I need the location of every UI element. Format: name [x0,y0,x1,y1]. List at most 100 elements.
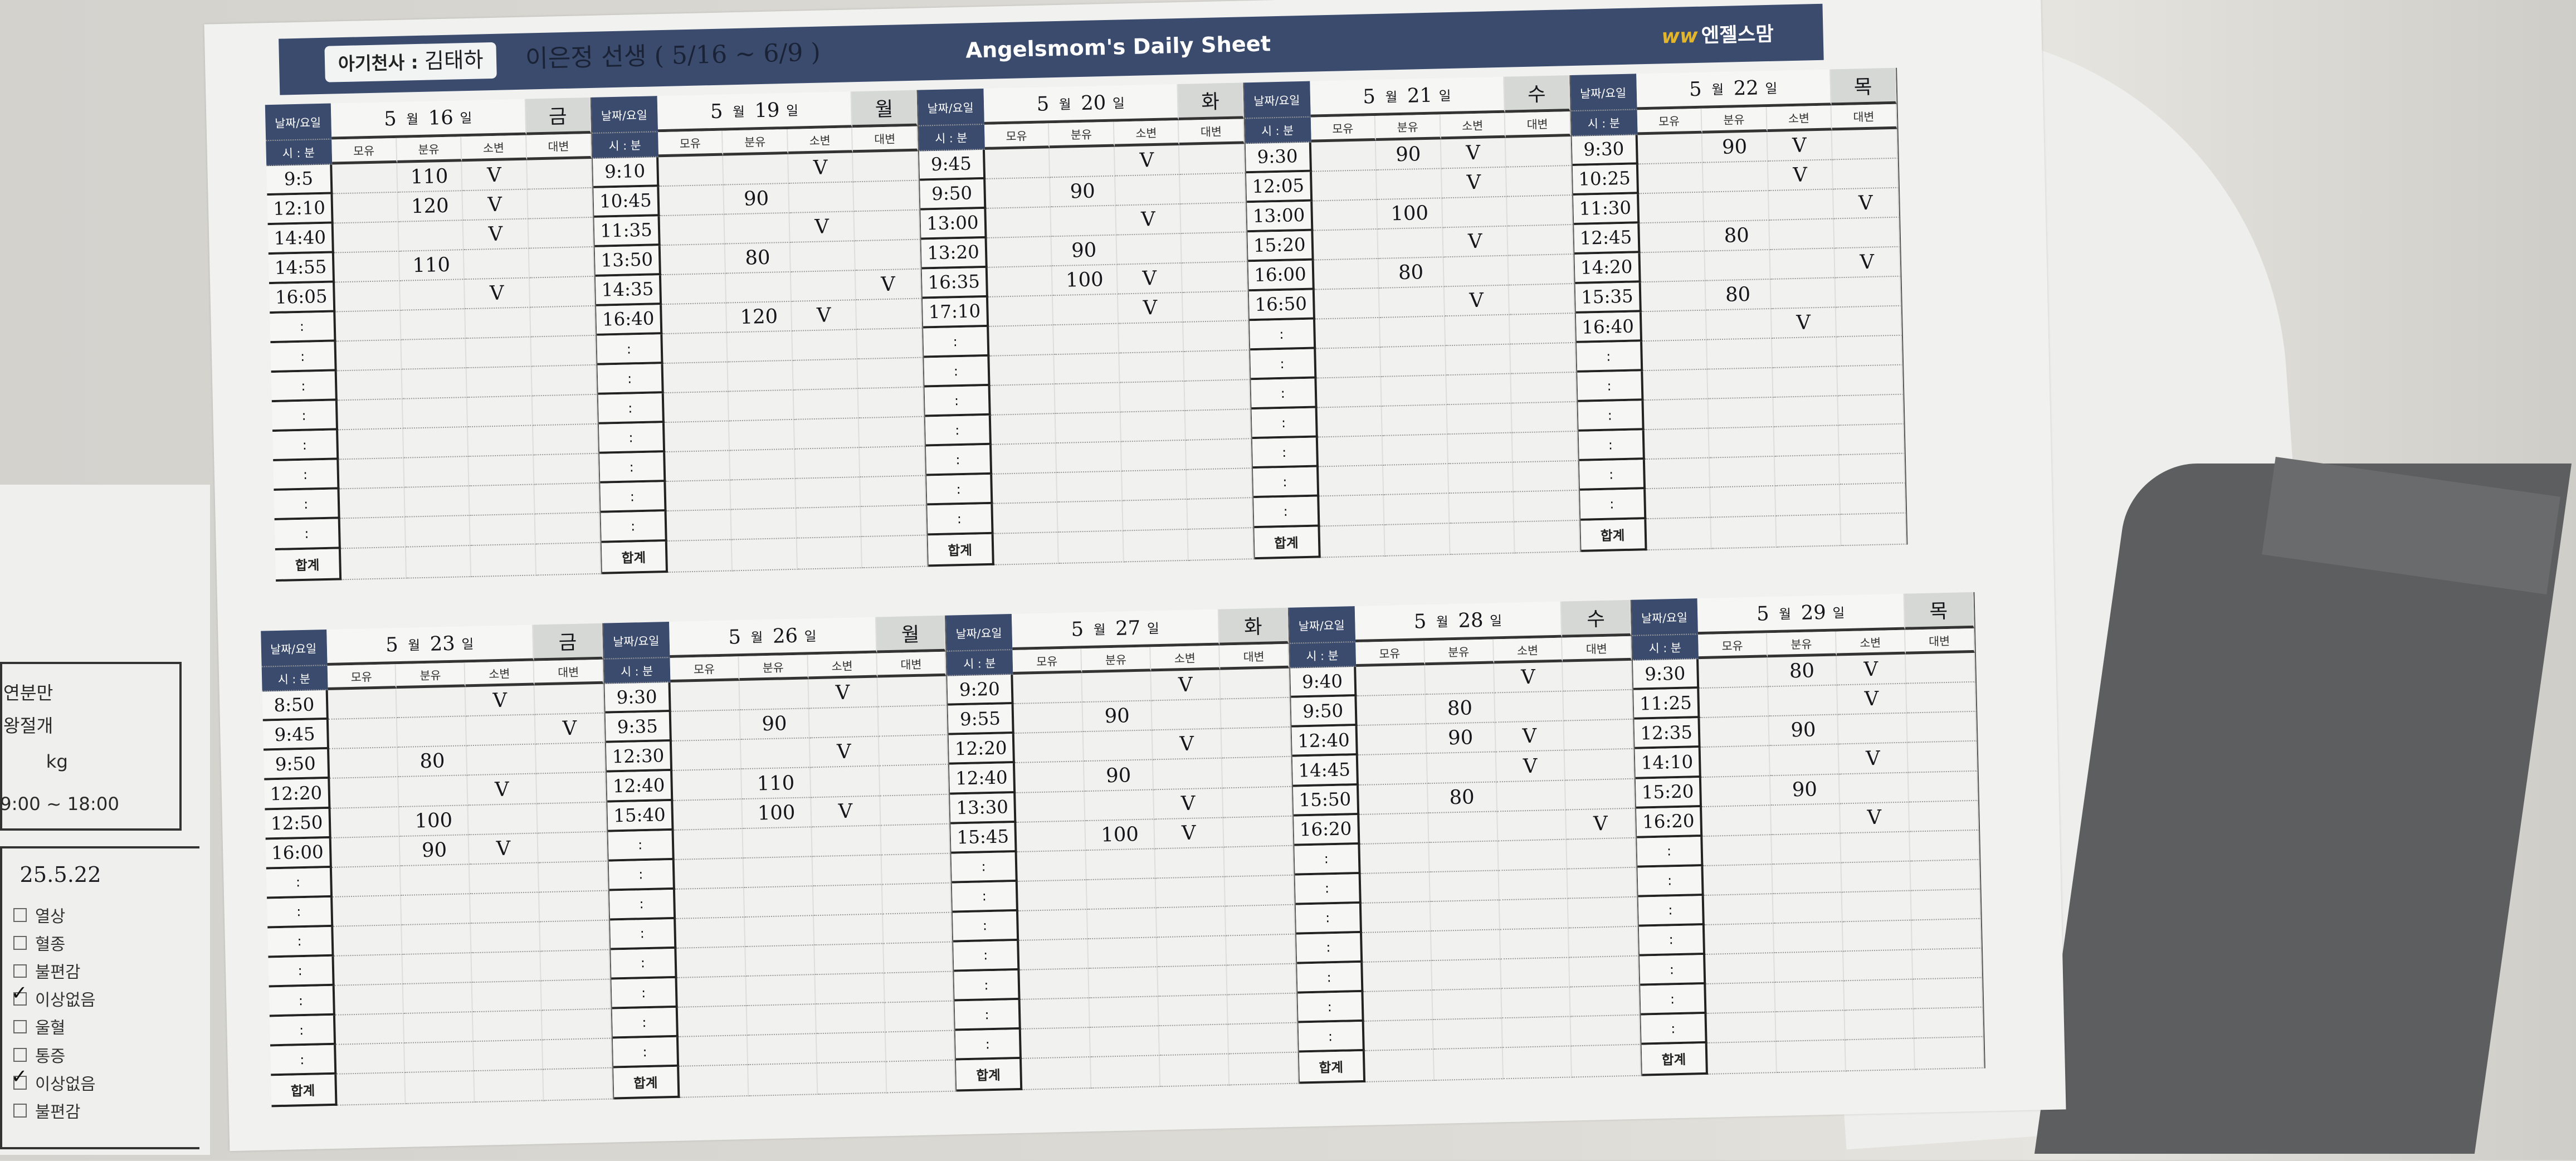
urine-cell [1500,928,1570,960]
formula-cell: 90 [1702,131,1768,163]
urine-cell [471,922,541,954]
hour-min-label: 시 : 분 [947,650,1014,676]
formula-cell [1769,744,1840,776]
breast-milk-cell [1314,258,1380,290]
checked-box-icon[interactable]: ✓ [11,982,27,1006]
stool-cell [1221,697,1291,729]
urine-cell [1447,433,1514,465]
time-cell: : [955,1029,1022,1061]
time-cell: 16:40 [1575,312,1643,343]
urine-cell: V [463,219,529,250]
total-cell [797,536,863,570]
urine-cell [814,944,885,975]
column-header-breast_milk: 모유 [670,656,740,683]
checkbox-icon[interactable] [13,1047,27,1062]
checked-box-icon[interactable]: ✓ [11,1065,27,1090]
stool-cell [536,773,607,804]
time-cell: 9:30 [604,682,671,714]
daily-sheet: 아기천사 : 김태하 이은정 선생 ( 5/16 ~ 6/9 ) Angelsm… [204,0,2066,1152]
urine-cell [470,514,536,546]
day-label: 일 [460,110,472,126]
urine-cell [1123,500,1189,531]
time-cell: : [599,452,666,484]
stool-cell [537,802,607,833]
column-header-breast_milk: 모유 [1637,108,1703,135]
stool-cell [879,735,949,767]
formula-cell [397,716,467,748]
stool-cell [1907,712,1977,743]
stool-cell [1835,276,1901,308]
stool-cell [1907,742,1978,773]
month-label: 월 [1711,82,1724,98]
day: 19 [754,99,780,123]
time-cell: 16:20 [1636,807,1703,838]
formula-cell [1775,1011,1846,1042]
time-cell: : [1640,954,1706,986]
breast-milk-cell [1702,835,1773,866]
time-cell: 12:20 [264,779,331,810]
date-day-label: 날짜/요일 [1570,74,1637,112]
urine-cell: V [1771,308,1837,339]
breast-milk-cell [673,799,743,831]
weekday-cell: 목 [1904,592,1974,630]
checkbox-icon[interactable] [13,908,27,922]
stool-cell [1224,846,1294,877]
date-day-label: 날짜/요일 [603,622,670,660]
time-cell: : [925,415,992,447]
time-cell: 13:20 [921,238,988,270]
time-cell: : [268,956,335,988]
urine-cell [1153,758,1223,790]
month-label: 월 [408,637,421,653]
time-cell: 15:35 [1575,282,1642,314]
stool-cell [532,394,598,426]
checkbox-icon[interactable] [13,936,27,950]
formula-cell [747,1004,817,1036]
stool-cell [539,891,609,923]
formula-cell [1430,871,1500,902]
day-column-5-22: 날짜/요일 5 월 22 일 목 시 : 분 모유 분유 소변 대변 9:30 90 V 10:25 V 11:… [1570,68,1908,552]
formula-cell: 120 [398,191,464,222]
urine-cell [813,885,883,916]
urine-cell [796,507,862,539]
time-cell: 13:00 [920,208,987,240]
baby-name-box: 아기천사 : 김태하 [324,42,497,82]
urine-cell [815,973,885,1005]
formula-cell [1054,353,1120,385]
formula-cell [404,1042,475,1074]
checkbox-icon[interactable] [13,1104,27,1118]
breast-milk-cell [1014,732,1085,764]
baby-name: 김태하 [424,47,484,74]
column-header-breast_milk: 모유 [327,664,397,691]
stool-cell [1910,860,1980,891]
formula-cell [1710,457,1775,488]
total-cell [1776,514,1842,548]
checklist-item: 불편감 [13,1099,96,1127]
stool-cell [530,306,596,338]
breast-milk-cell [1645,458,1711,490]
breast-milk-cell [1016,791,1086,823]
time-cell: : [613,1037,680,1069]
brand-logo: ww 엔젤스맘 [1661,18,1774,50]
breast-milk-cell [332,895,403,927]
checkbox-icon[interactable] [13,964,27,978]
formula-cell [1768,685,1838,717]
time-cell: 16:35 [921,267,989,299]
formula-cell [1057,501,1124,533]
urine-cell [812,825,882,857]
date-cell: 5 월 28 일 [1354,601,1563,642]
time-cell: : [952,852,1018,884]
urine-cell [1495,691,1565,723]
breast-milk-cell [1313,229,1379,261]
urine-cell [467,744,537,776]
checkbox-icon[interactable] [13,1019,27,1034]
breast-milk-cell [1311,140,1377,172]
checklist-label: 이상없음 [35,991,96,1010]
breast-milk-cell [992,473,1058,505]
breast-milk-cell [1312,170,1378,202]
formula-cell [1772,863,1842,894]
column-header-breast_milk: 모유 [331,138,398,164]
urine-cell [1769,219,1835,250]
breast-milk-cell [665,451,731,482]
checklist-item: 불편감 [13,959,96,987]
formula-cell: 100 [742,797,812,829]
